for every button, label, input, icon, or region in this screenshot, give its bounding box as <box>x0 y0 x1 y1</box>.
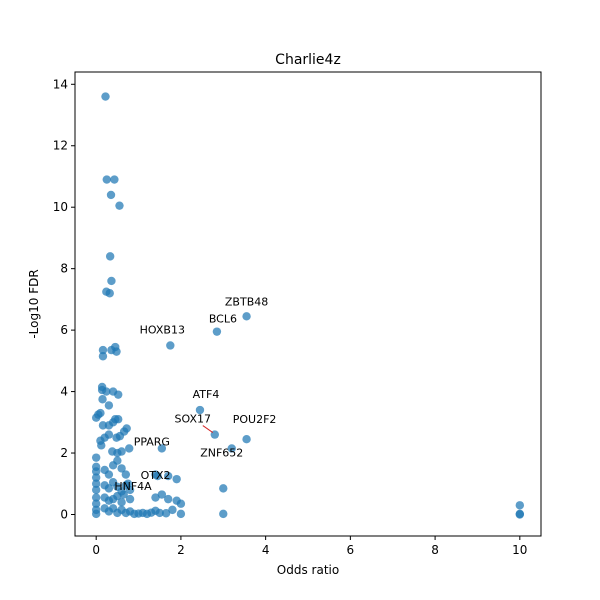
data-point <box>157 444 167 453</box>
data-point <box>515 501 525 510</box>
data-point <box>151 493 160 502</box>
x-axis-ticks: 0 2 4 6 8 10 <box>92 536 527 557</box>
data-point <box>105 289 114 298</box>
data-point <box>104 430 114 439</box>
annotation-label: ZNF652 <box>200 446 243 459</box>
annotation-label: ZBTB48 <box>225 295 268 308</box>
y-axis-label: -Log10 FDR <box>27 269 41 338</box>
data-point <box>168 505 177 515</box>
data-point <box>155 508 164 518</box>
data-point <box>104 421 114 430</box>
data-point <box>91 453 101 462</box>
data-point <box>113 456 122 465</box>
data-point <box>112 347 121 356</box>
data-point <box>107 276 116 286</box>
data-point <box>91 473 101 482</box>
data-point <box>195 405 205 415</box>
annotations-layer: ZBTB48 BCL6 HOXB13 ATF4 SOX17 POU2F2 PPARG ZNF6… <box>114 295 276 493</box>
data-point <box>117 497 126 507</box>
data-point <box>219 484 228 493</box>
annotation-label: PPARG <box>134 435 170 448</box>
annotation-label: HNF4A <box>114 480 152 493</box>
data-point <box>157 490 167 499</box>
data-point <box>176 499 186 508</box>
x-tick-label: 2 <box>177 543 185 557</box>
data-point <box>121 470 131 479</box>
data-point <box>125 444 134 453</box>
data-point <box>242 312 251 321</box>
y-tick-label: 10 <box>53 200 68 214</box>
data-point <box>125 485 135 495</box>
points-layer <box>91 92 525 519</box>
data-point <box>91 509 101 519</box>
y-tick-label: 8 <box>60 262 68 276</box>
data-point <box>212 327 222 336</box>
y-axis-ticks: 0 2 4 6 8 10 12 14 <box>53 77 75 521</box>
y-tick-label: 12 <box>53 139 68 153</box>
chart-title: Charlie4z <box>275 52 341 68</box>
annotation-label: OTX2 <box>141 469 171 482</box>
data-point <box>102 387 111 396</box>
x-tick-label: 10 <box>512 543 527 557</box>
data-point <box>105 252 115 261</box>
y-tick-label: 6 <box>60 323 68 337</box>
data-point <box>114 390 123 399</box>
data-point <box>219 509 228 519</box>
x-tick-label: 0 <box>92 543 100 557</box>
data-point <box>164 494 173 504</box>
data-point <box>102 175 111 184</box>
data-point <box>91 479 101 488</box>
data-point <box>164 471 173 481</box>
x-tick-label: 4 <box>262 543 270 557</box>
x-tick-label: 8 <box>431 543 439 557</box>
x-tick-label: 6 <box>347 543 355 557</box>
data-point <box>115 201 124 210</box>
data-point <box>91 485 101 495</box>
data-point <box>91 467 101 476</box>
annotation-label: ATF4 <box>193 388 220 401</box>
annotation-label: BCL6 <box>209 313 237 326</box>
data-point <box>98 345 108 355</box>
data-point <box>161 509 171 518</box>
data-point <box>227 444 236 453</box>
data-point <box>110 175 119 184</box>
data-point <box>172 474 181 484</box>
y-tick-label: 0 <box>60 507 68 521</box>
y-tick-label: 4 <box>60 385 68 399</box>
data-point <box>98 352 108 361</box>
data-point <box>91 499 101 508</box>
data-point <box>104 470 114 479</box>
data-point <box>113 491 122 501</box>
data-point <box>98 421 108 430</box>
data-point <box>101 92 110 101</box>
data-point <box>91 493 101 502</box>
data-point <box>176 509 186 519</box>
annotation-leader-line <box>202 425 214 434</box>
x-axis-label: Odds ratio <box>277 563 339 577</box>
data-point <box>106 190 116 200</box>
annotation-label: HOXB13 <box>140 323 185 336</box>
data-point <box>242 435 251 444</box>
data-point <box>125 494 135 504</box>
data-point <box>98 395 107 404</box>
plot-frame <box>74 71 542 537</box>
data-point <box>122 424 131 433</box>
data-point <box>515 510 525 519</box>
data-point <box>153 471 162 481</box>
y-tick-label: 2 <box>60 446 68 460</box>
data-point <box>104 484 114 493</box>
data-point <box>97 441 106 450</box>
data-point <box>119 490 128 499</box>
data-point <box>117 464 126 473</box>
annotation-label: SOX17 <box>175 413 211 426</box>
annotation-label: POU2F2 <box>233 413 277 426</box>
data-point <box>117 447 126 456</box>
data-point <box>166 341 175 350</box>
data-point <box>96 408 105 418</box>
data-point <box>114 415 123 424</box>
y-tick-label: 14 <box>53 77 68 91</box>
data-point <box>104 401 114 410</box>
